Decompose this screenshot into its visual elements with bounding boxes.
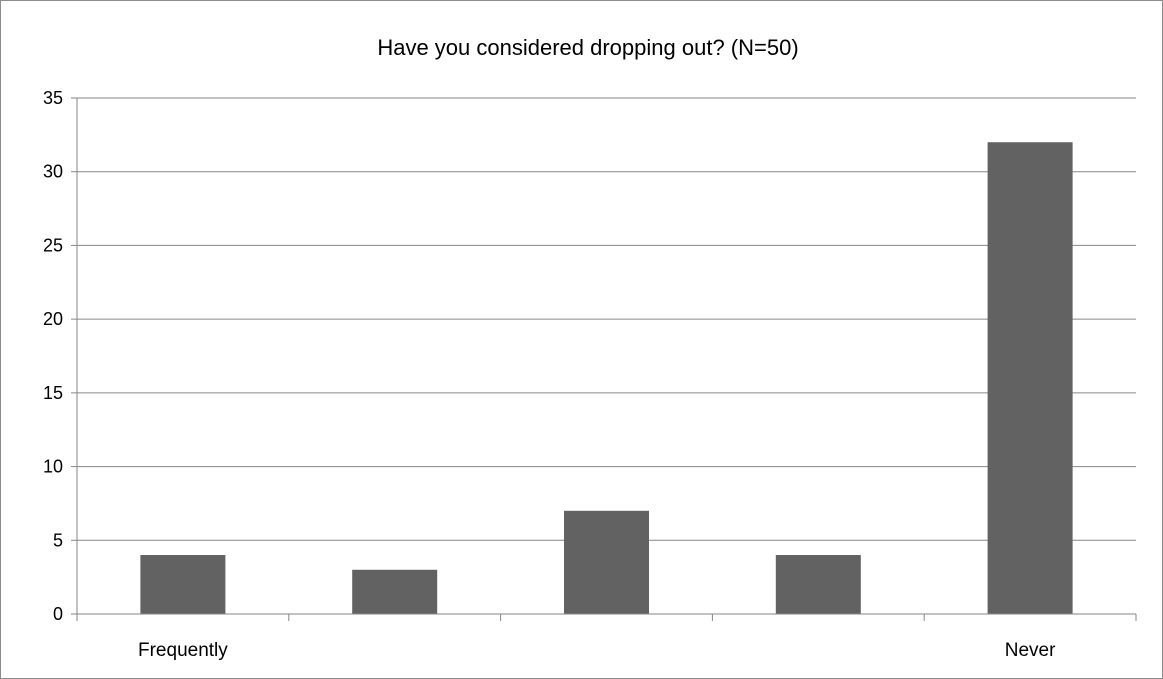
x-axis-category-labels: Frequently Never <box>138 640 1056 661</box>
y-axis-tick-labels: 0 5 10 15 20 25 30 35 <box>43 88 63 624</box>
y-tick-label: 5 <box>53 530 63 550</box>
bars <box>140 142 1073 614</box>
chart-title: Have you considered dropping out? (N=50) <box>377 35 798 60</box>
y-tick-label: 15 <box>43 383 63 403</box>
bar <box>140 555 226 614</box>
x-category-label: Never <box>1005 640 1056 661</box>
bar <box>775 555 861 614</box>
y-tick-label: 35 <box>43 88 63 108</box>
y-tick-label: 10 <box>43 457 63 477</box>
axes <box>76 98 1137 621</box>
bar <box>564 510 649 614</box>
x-category-label: Frequently <box>138 640 228 661</box>
bar <box>352 569 438 614</box>
bar <box>987 142 1073 614</box>
y-tick-label: 20 <box>43 309 63 329</box>
y-tick-label: 0 <box>53 604 63 624</box>
y-tick-label: 25 <box>43 235 63 255</box>
y-tick-label: 30 <box>43 162 63 182</box>
gridlines <box>71 97 1136 615</box>
